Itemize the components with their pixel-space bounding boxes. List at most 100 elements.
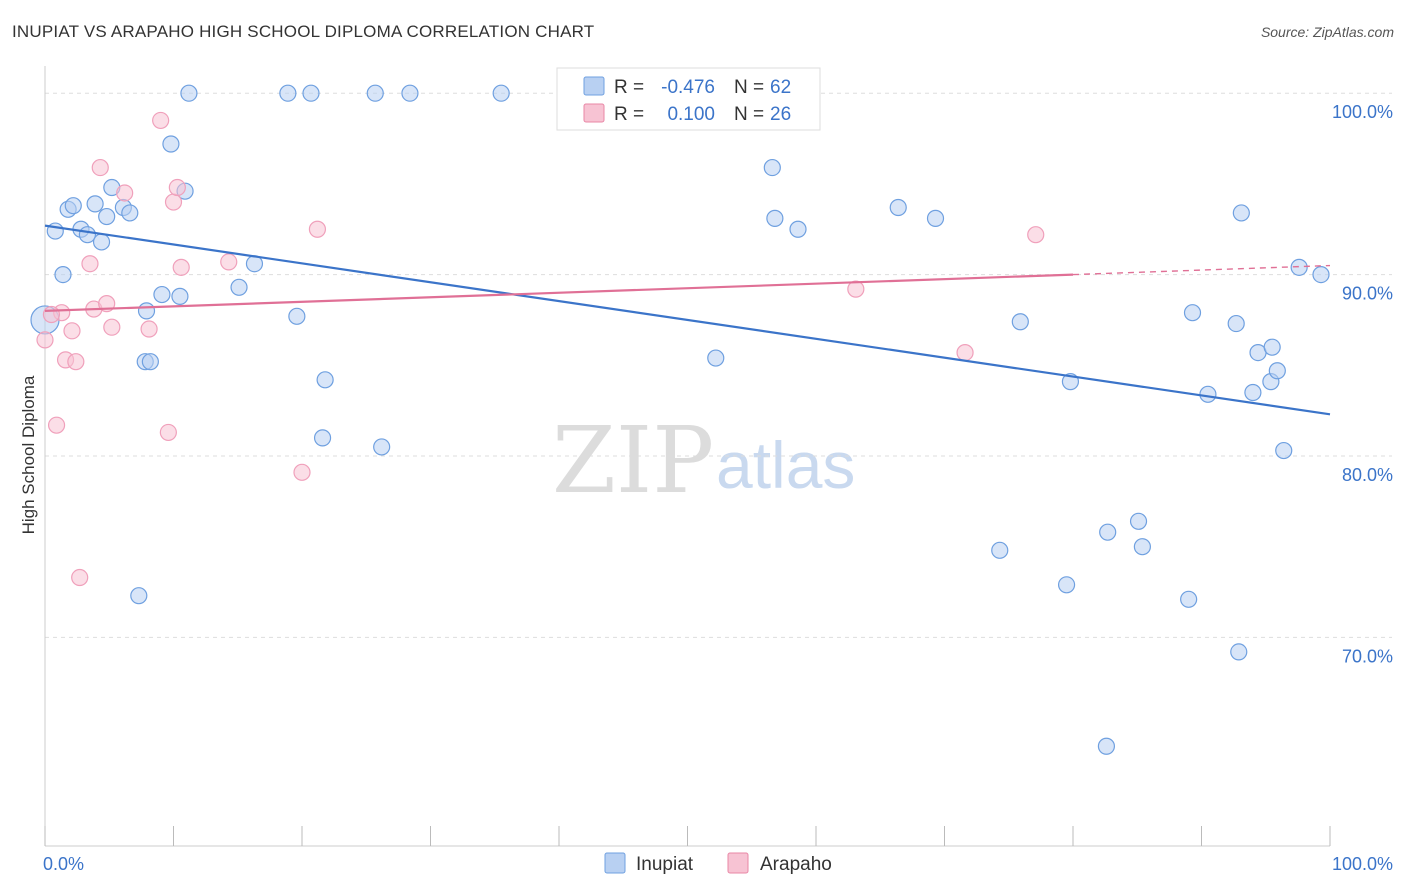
arapaho-point [168,178,186,197]
inupiat-point [130,587,148,605]
chart-title: INUPIAT VS ARAPAHO HIGH SCHOOL DIPLOMA C… [12,22,595,41]
watermark-zip: ZIP [552,407,714,514]
y-tick-label: 90.0% [1342,284,1393,304]
legend-n-label-arapaho: N = [734,104,764,125]
legend-swatch-arapaho [583,103,605,123]
inupiat-point [1011,313,1029,331]
inupiat-point [366,84,384,102]
y-tick-label: 100.0% [1332,102,1393,122]
inupiat-point [1057,576,1076,594]
arapaho-point [847,280,865,298]
inupiat-point [492,84,510,102]
watermark-atlas: atlas [716,428,855,502]
inupiat-point [92,233,111,251]
arapaho-trend-line [44,273,1074,312]
bottom-legend-swatch-arapaho [727,852,749,874]
arapaho-point [164,193,183,211]
bottom-legend-label-arapaho: Arapaho [760,854,832,875]
arapaho-point [116,184,134,202]
inupiat-point [137,302,156,320]
inupiat-point [121,204,139,222]
inupiat-point [316,371,334,389]
inupiat-point [1097,737,1116,755]
inupiat-point [401,84,419,102]
inupiat-point [64,197,82,215]
inupiat-point [313,429,332,447]
inupiat-point [789,220,807,238]
inupiat-point [279,84,297,102]
arapaho-point [172,258,190,276]
inupiat-point [153,285,171,304]
inupiat-point [1275,441,1293,460]
inupiat-point [889,198,907,217]
arapaho-points [36,111,1045,587]
y-axis-title: High School Diploma [19,375,38,534]
bottom-legend-swatch-inupiat [604,852,626,874]
legend-r-value-arapaho: 0.100 [667,104,715,125]
arapaho-point [103,318,121,336]
source-label: Source: ZipAtlas.com [1260,24,1394,40]
inupiat-point [302,84,320,102]
legend-n-label-inupiat: N = [734,77,764,98]
arapaho-point [1027,226,1045,244]
inupiat-point [763,158,781,177]
inupiat-point [1268,362,1286,380]
arapaho-point [91,158,109,177]
inupiat-point [1199,385,1217,403]
inupiat-point [288,307,306,325]
legend-r-label-inupiat: R = [614,77,644,98]
inupiat-point [1183,304,1202,322]
y-tick-label: 80.0% [1342,465,1393,485]
inupiat-point [373,438,391,456]
y-tick-labels: 100.0% 90.0% 80.0% 70.0% [1332,102,1393,666]
inupiat-point [766,209,784,227]
arapaho-point [159,423,177,442]
arapaho-point [220,253,238,271]
inupiat-point [230,278,248,296]
inupiat-point [1312,266,1330,284]
inupiat-point [171,287,189,305]
inupiat-point [991,541,1009,559]
inupiat-point [926,209,945,227]
arapaho-point [140,320,158,338]
series-legend: Inupiat Arapaho [604,852,832,875]
inupiat-point [1133,538,1151,556]
inupiat-point [141,353,159,371]
y-tick-label: 70.0% [1342,646,1393,666]
inupiat-point [98,207,116,226]
arapaho-point [956,344,974,362]
legend-r-label-arapaho: R = [614,104,644,125]
inupiat-point [1244,383,1262,402]
inupiat-point [54,266,72,284]
legend-n-value-inupiat: 62 [770,77,791,98]
inupiat-point [78,226,97,244]
legend-n-value-arapaho: 26 [770,104,791,125]
x-tick-labels: 0.0% 100.0% [43,854,1393,874]
arapaho-point [308,220,327,238]
arapaho-point [36,331,54,349]
inupiat-point [1180,590,1198,608]
inupiat-point [1129,512,1148,530]
arapaho-point [81,255,99,273]
inupiat-point [1290,258,1308,276]
arapaho-point [293,463,311,481]
arapaho-point [42,305,61,324]
arapaho-point [71,568,89,587]
arapaho-trend-extension [1072,264,1331,276]
correlation-legend: R = -0.476 N = 62 R = 0.100 N = 26 [556,67,821,131]
inupiat-point [1263,338,1281,356]
x-tick-label-max: 100.0% [1332,854,1393,874]
arapaho-point [152,111,170,130]
arapaho-point [67,353,85,371]
trend-lines [44,224,1331,416]
inupiat-point [1227,314,1245,333]
inupiat-trend-line [44,224,1331,416]
bottom-legend-label-inupiat: Inupiat [636,854,694,875]
arapaho-point [47,416,66,434]
inupiat-point [1099,523,1117,541]
x-tick-label-min: 0.0% [43,854,84,874]
arapaho-point [63,322,81,340]
inupiat-point [86,195,104,213]
legend-swatch-inupiat [583,76,605,96]
